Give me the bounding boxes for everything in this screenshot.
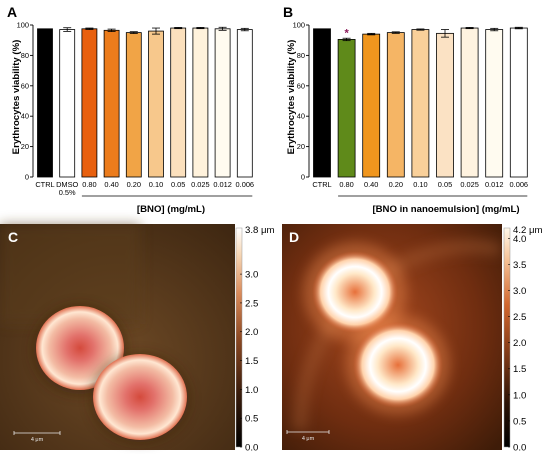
bar-0-10 bbox=[411, 29, 430, 178]
colorbar-max-label-c: 3.8 μm bbox=[245, 225, 275, 236]
x-tick-label: 0.40 bbox=[104, 180, 118, 189]
colorbar-tick-label: 0.5 bbox=[513, 416, 526, 427]
colorbar-max-label-d: 4.2 μm bbox=[513, 225, 543, 236]
y-axis-label-a: Erythrocytes viability (%) bbox=[11, 40, 22, 155]
bar-ctrl bbox=[313, 28, 331, 178]
colorbar-tick-label: 1.5 bbox=[513, 364, 526, 375]
bar-0-10 bbox=[148, 30, 164, 178]
x-tick-label: 0.006 bbox=[510, 180, 529, 189]
colorbar-tick-label: 1.0 bbox=[245, 385, 258, 396]
x-tick-label: 0.80 bbox=[82, 180, 96, 189]
x-tick-label: 0.025 bbox=[191, 180, 210, 189]
y-tick-label: 40 bbox=[21, 112, 29, 121]
x-tick-label: CTRL bbox=[312, 180, 331, 189]
colorbar-tick-label: 2.0 bbox=[513, 338, 526, 349]
x-tick-label: 0.006 bbox=[236, 180, 255, 189]
bar-0-20 bbox=[125, 32, 142, 178]
x-tick-label: 0.5% bbox=[59, 188, 76, 197]
y-tick-label: 100 bbox=[17, 21, 29, 30]
colorbar-tick-label: 1.0 bbox=[513, 390, 526, 401]
bar-0-012 bbox=[214, 28, 231, 178]
bar-0-006 bbox=[509, 27, 528, 178]
x-tick-label: 0.05 bbox=[438, 180, 452, 189]
colorbar-tick-label: 2.5 bbox=[513, 312, 526, 323]
colorbar-gradient-d bbox=[503, 227, 511, 448]
colorbar-tick-label: 3.5 bbox=[513, 260, 526, 271]
white-cell-d2 bbox=[353, 322, 443, 408]
x-tick-label: 0.10 bbox=[149, 180, 163, 189]
y-tick-label: 100 bbox=[293, 21, 305, 30]
bar-ctrl bbox=[37, 28, 53, 178]
red-cell-c1 bbox=[36, 306, 124, 390]
bar-0-40 bbox=[103, 29, 120, 178]
colorbar-tick-label: 0.0 bbox=[245, 442, 258, 453]
x-axis-label-a: [BNO] (mg/mL) bbox=[137, 204, 205, 215]
panel-label-c: C bbox=[8, 229, 18, 245]
x-tick-label: 0.10 bbox=[413, 180, 427, 189]
x-axis-label-b: [BNO in nanoemulsion] (mg/mL) bbox=[372, 204, 519, 215]
bar-chart-a: Erythrocytes viability (%) 0 20 40 60 80 100 C… bbox=[11, 21, 254, 216]
x-tick-label: 0.012 bbox=[213, 180, 232, 189]
x-tick-label: CTRL bbox=[35, 180, 54, 189]
colorbar-tick-label: 4.0 bbox=[513, 234, 526, 245]
x-tick-label: 0.80 bbox=[339, 180, 353, 189]
y-tick-label: 20 bbox=[21, 142, 29, 151]
scale-bar-label-c: 4 μm bbox=[31, 437, 44, 443]
x-tick-label: 0.012 bbox=[485, 180, 504, 189]
bar-0-05 bbox=[170, 27, 187, 178]
panel-label-d: D bbox=[289, 229, 299, 245]
y-tick-label: 80 bbox=[21, 51, 29, 60]
bar-dmso-0-5- bbox=[59, 29, 76, 178]
colorbar-tick-label: 2.5 bbox=[245, 298, 258, 309]
x-tick-label: 0.20 bbox=[127, 180, 141, 189]
y-tick-label: 40 bbox=[297, 112, 305, 121]
colorbar-tick-label: 3.0 bbox=[513, 286, 526, 297]
scale-bar-label-d: 4 μm bbox=[302, 436, 315, 442]
white-cell-d1 bbox=[312, 251, 398, 333]
y-axis-label-b: Erythrocytes viability (%) bbox=[286, 40, 297, 155]
colorbar-d: 4.2 μm 4.0 3.5 3.0 2.5 2.0 1.5 1.0 0.5 0.0 bbox=[503, 225, 543, 453]
colorbar-tick-label: 3.0 bbox=[245, 270, 258, 281]
bar-0-025 bbox=[460, 27, 479, 178]
x-tick-label: 0.40 bbox=[364, 180, 378, 189]
bar-0-012 bbox=[485, 29, 504, 178]
y-tick-label: 0 bbox=[25, 173, 29, 182]
colorbar-c: 3.8 μm 3.0 2.5 2.0 1.5 1.0 0.5 0.0 bbox=[235, 225, 275, 453]
colorbar-tick-label: 2.0 bbox=[245, 327, 258, 338]
bar-0-80 bbox=[337, 39, 356, 178]
panel-label-b: B bbox=[283, 4, 293, 20]
y-tick-label: 20 bbox=[297, 142, 305, 151]
bar-0-80 bbox=[81, 28, 98, 178]
x-tick-label: 0.05 bbox=[171, 180, 185, 189]
significance-star: * bbox=[344, 28, 349, 40]
y-tick-label: 60 bbox=[21, 81, 29, 90]
colorbar-tick-label: 0.0 bbox=[513, 442, 526, 453]
bar-0-40 bbox=[362, 33, 381, 178]
y-tick-label: 0 bbox=[301, 173, 305, 182]
bar-0-05 bbox=[436, 32, 454, 178]
x-tick-label: 0.20 bbox=[389, 180, 403, 189]
y-tick-label: 60 bbox=[297, 81, 305, 90]
y-tick-label: 80 bbox=[297, 51, 305, 60]
red-cell-c2 bbox=[93, 354, 187, 440]
bar-0-025 bbox=[192, 27, 209, 178]
bar-chart-b: Erythrocytes viability (%) 0 20 40 60 80 100 C… bbox=[286, 21, 528, 216]
bar-0-20 bbox=[386, 32, 405, 178]
x-tick-label: 0.025 bbox=[460, 180, 479, 189]
colorbar-tick-label: 1.5 bbox=[245, 356, 258, 367]
afm-image-c: 4 μm C bbox=[0, 224, 235, 450]
colorbar-tick-label: 0.5 bbox=[245, 414, 258, 425]
afm-image-d: 4 μm D bbox=[282, 224, 502, 450]
x-tick-label: DMSO bbox=[56, 180, 78, 189]
panel-label-a: A bbox=[7, 4, 17, 20]
bar-0-006 bbox=[236, 29, 253, 178]
colorbar-gradient-c bbox=[235, 227, 243, 448]
